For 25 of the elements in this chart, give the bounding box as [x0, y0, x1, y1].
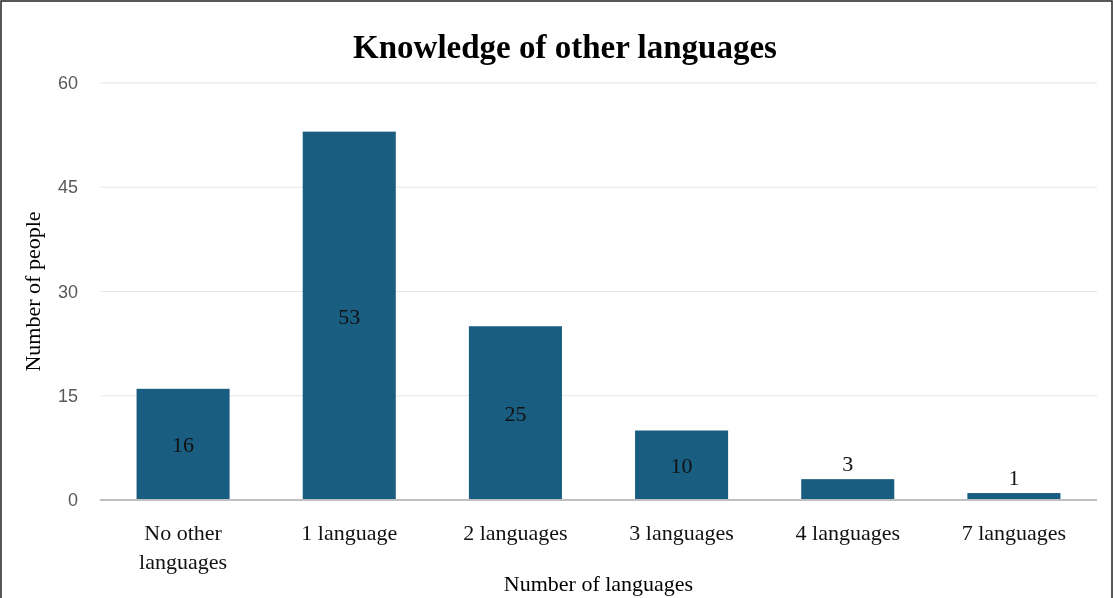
data-label: 25 — [504, 401, 527, 427]
x-tick-label: 3 languages — [629, 520, 734, 545]
y-tick-label: 30 — [57, 281, 78, 302]
data-label: 10 — [670, 453, 693, 479]
data-label: 3 — [842, 451, 854, 477]
y-axis-title: Number of people — [20, 211, 45, 372]
x-axis-title: Number of languages — [503, 571, 694, 596]
data-label: 16 — [172, 432, 195, 458]
y-tick-label: 45 — [57, 177, 78, 198]
bar — [468, 326, 562, 500]
bar — [136, 388, 230, 500]
bar — [801, 479, 895, 500]
y-tick-label: 60 — [57, 73, 78, 93]
bar — [635, 430, 729, 500]
data-label: 53 — [338, 303, 361, 329]
y-tick-label: 0 — [67, 490, 78, 510]
y-tick-label: 15 — [57, 385, 78, 406]
data-label: 1 — [1008, 465, 1020, 491]
x-tick-label: 1 language — [301, 520, 398, 545]
x-tick-label: No other languages — [139, 520, 228, 574]
x-tick-label: 4 languages — [795, 520, 900, 545]
x-tick-label: 7 languages — [961, 520, 1067, 545]
bar — [302, 131, 396, 500]
x-tick-label: 2 languages — [463, 520, 568, 545]
chart-title: Knowledge of other languages — [353, 29, 778, 65]
